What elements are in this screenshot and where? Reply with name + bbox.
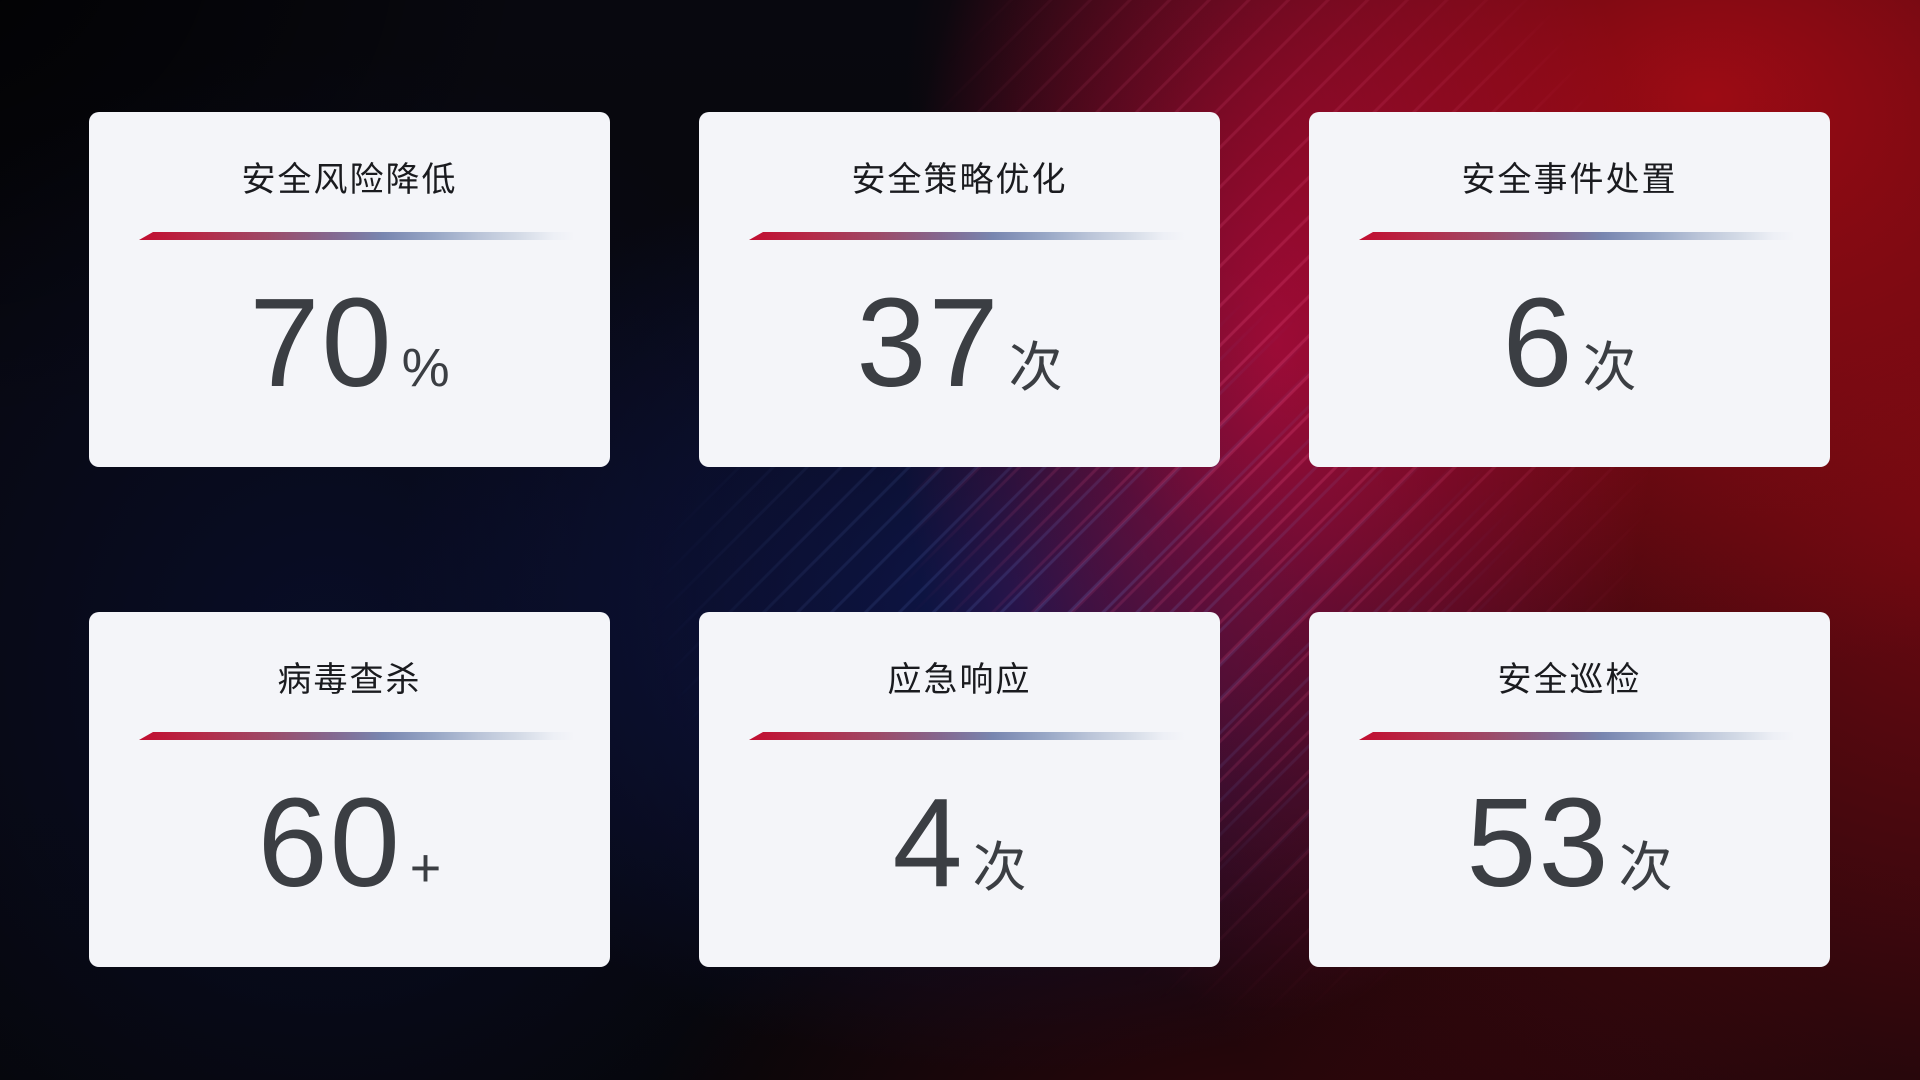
stat-card-title: 安全巡检: [1497, 661, 1642, 699]
stat-unit: 次: [1582, 338, 1637, 398]
gradient-divider: [1359, 732, 1795, 740]
stat-number: 70: [249, 272, 394, 413]
gradient-divider: [139, 732, 575, 740]
stat-card-emergency-response: 应急响应 4 次: [699, 612, 1220, 967]
gradient-divider: [749, 732, 1185, 740]
stat-value: 6 次: [1309, 280, 1830, 406]
stat-card-title: 安全事件处置: [1461, 161, 1678, 199]
stat-unit: 次: [972, 838, 1027, 898]
stat-number: 60: [257, 772, 402, 913]
gradient-divider: [139, 232, 575, 240]
gradient-divider: [1359, 232, 1795, 240]
stat-card-security-inspection: 安全巡检 53 次: [1309, 612, 1830, 967]
stat-card-title: 应急响应: [887, 661, 1032, 699]
stat-number: 4: [892, 772, 965, 913]
stat-value: 37 次: [699, 280, 1220, 406]
stat-value: 4 次: [699, 780, 1220, 906]
stat-card-title: 病毒查杀: [277, 661, 422, 699]
stat-unit: %: [401, 338, 450, 398]
stat-value: 53 次: [1309, 780, 1830, 906]
stats-grid: 安全风险降低 70 % 安全策略优化 37 次 安全事件处置 6 次 病毒查: [89, 112, 1830, 967]
gradient-divider: [749, 232, 1185, 240]
stat-card-title: 安全风险降低: [241, 161, 458, 199]
stat-card-virus-scan: 病毒查杀 60 +: [89, 612, 610, 967]
stat-card-incident-handling: 安全事件处置 6 次: [1309, 112, 1830, 467]
stat-unit: +: [409, 838, 442, 898]
stat-number: 37: [856, 272, 1001, 413]
stat-value: 70 %: [89, 280, 610, 406]
stat-number: 53: [1466, 772, 1611, 913]
stat-unit: 次: [1618, 838, 1673, 898]
stat-card-policy-optimization: 安全策略优化 37 次: [699, 112, 1220, 467]
stat-card-risk-reduction: 安全风险降低 70 %: [89, 112, 610, 467]
stat-card-title: 安全策略优化: [851, 161, 1068, 199]
stat-value: 60 +: [89, 780, 610, 906]
stat-number: 6: [1502, 272, 1575, 413]
stat-unit: 次: [1008, 338, 1063, 398]
